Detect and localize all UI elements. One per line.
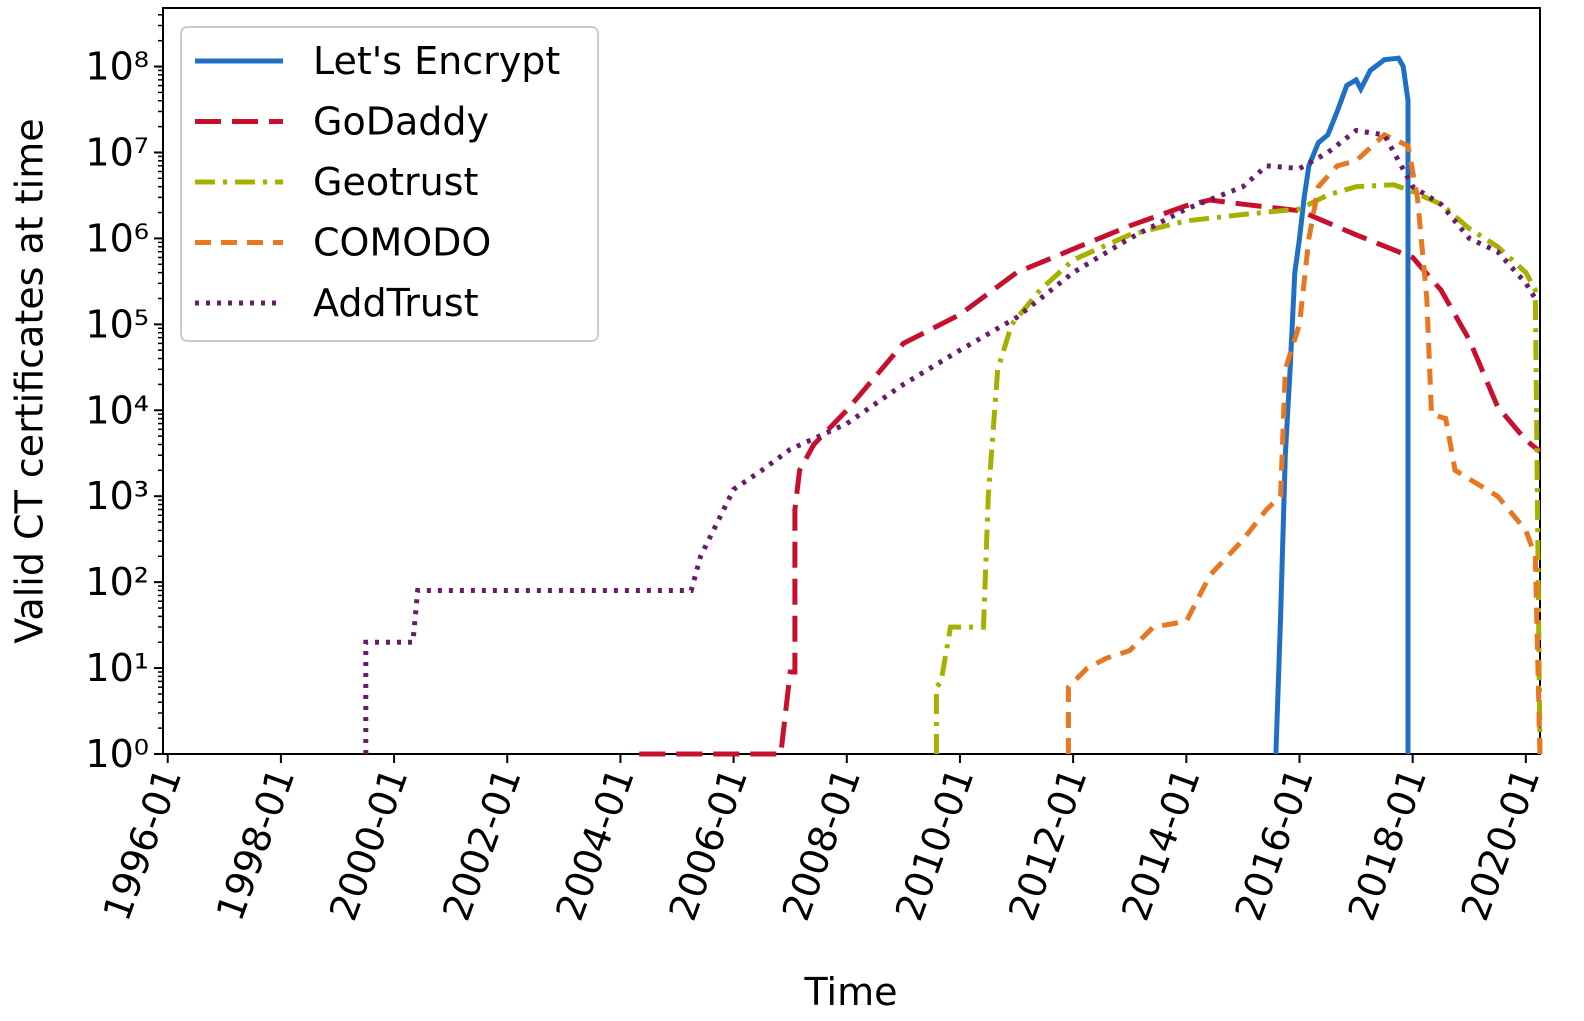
x-tick-label: 2010-01 [887, 762, 983, 926]
x-tick-label: 2008-01 [774, 762, 870, 926]
y-tick-label: 10⁵ [85, 302, 149, 346]
x-tick-label: 1996-01 [95, 762, 191, 926]
legend-label: GoDaddy [313, 100, 489, 144]
x-tick-label: 2016-01 [1226, 762, 1322, 926]
y-tick-label: 10³ [85, 474, 149, 518]
x-tick-label: 2012-01 [1000, 762, 1096, 926]
y-tick-label: 10⁰ [85, 732, 149, 776]
x-axis-label: Time [804, 970, 898, 1014]
x-tick-label: 2006-01 [660, 762, 756, 926]
legend-box [180, 26, 599, 342]
legend-label: Geotrust [313, 160, 478, 204]
y-tick-label: 10⁶ [85, 216, 149, 260]
x-tick-label: 2000-01 [321, 762, 417, 926]
plot-area [162, 7, 1541, 755]
y-tick-label: 10¹ [85, 646, 149, 690]
x-tick-label: 2014-01 [1113, 762, 1209, 926]
y-tick-label: 10⁸ [85, 45, 149, 89]
legend-label: AddTrust [313, 281, 479, 325]
x-tick-label: 2020-01 [1453, 762, 1549, 926]
y-axis-label: Valid CT certificates at time [8, 118, 52, 643]
series-line [639, 197, 1542, 757]
x-tick-label: 2002-01 [434, 762, 530, 926]
legend-label: COMODO [313, 221, 491, 265]
y-tick-label: 10⁷ [85, 130, 149, 174]
y-tick-label: 10⁴ [85, 388, 149, 432]
x-tick-label: 2004-01 [547, 762, 643, 926]
x-tick-label: 1998-01 [208, 762, 304, 926]
x-tick-label: 2018-01 [1339, 762, 1435, 926]
y-tick-label: 10² [85, 560, 149, 604]
legend-label: Let's Encrypt [313, 39, 560, 83]
series-line [1065, 131, 1543, 755]
series-line [933, 182, 1543, 755]
